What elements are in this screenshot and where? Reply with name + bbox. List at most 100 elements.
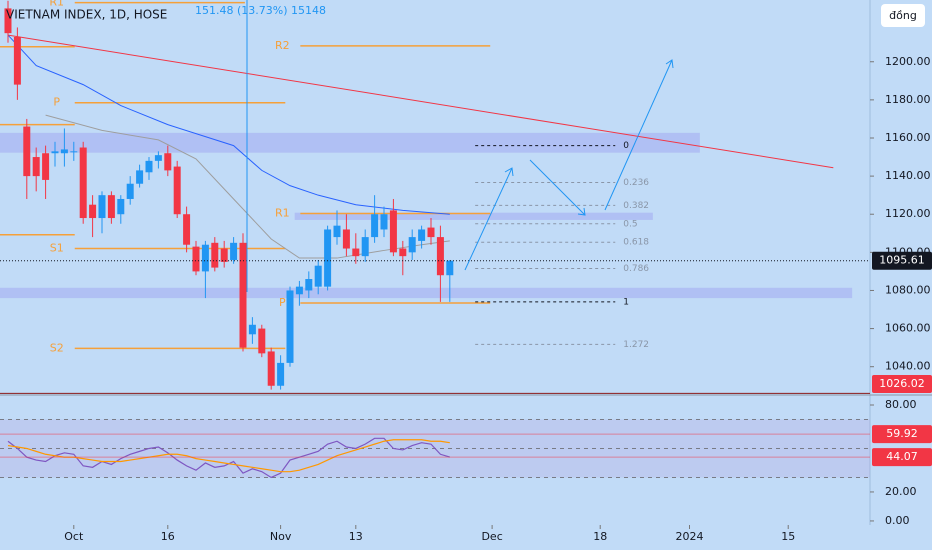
candle-body <box>13 36 21 85</box>
x-tick-label: 18 <box>593 530 607 543</box>
fib-label: 1.272 <box>623 340 649 350</box>
candle-body <box>286 290 294 363</box>
fib-label: 0.786 <box>623 264 649 274</box>
candle-body <box>70 151 78 153</box>
x-tick-label: 2024 <box>676 530 704 543</box>
y-tick-label: 1060.00 <box>885 322 931 335</box>
candle-body <box>239 242 247 348</box>
candle-body <box>136 170 144 184</box>
candle-body <box>427 227 435 238</box>
pivot-label: S2 <box>50 341 64 354</box>
candle-body <box>107 195 115 219</box>
candle-body <box>230 242 238 260</box>
candle-body <box>79 147 87 219</box>
candle-body <box>305 279 313 291</box>
zone <box>294 212 653 220</box>
candle-body <box>220 248 228 262</box>
trendline <box>7 34 834 169</box>
x-tick-label: Nov <box>270 530 292 543</box>
candle-body <box>380 214 388 230</box>
y-tick-label: 20.00 <box>885 485 917 498</box>
zone <box>0 287 853 299</box>
candle-body <box>248 324 256 335</box>
candle-body <box>333 225 341 238</box>
candle-body <box>23 126 31 177</box>
candle-body <box>32 157 40 177</box>
candle-body <box>154 155 162 161</box>
candle-body <box>324 229 332 287</box>
candle-body <box>436 237 444 276</box>
low-tag <box>872 375 932 393</box>
candle-body <box>117 198 125 215</box>
candle-body <box>258 328 266 354</box>
candle-body <box>42 153 50 180</box>
candle-body <box>389 210 397 253</box>
candle-body <box>4 8 12 34</box>
pivot-label: R2 <box>275 39 290 52</box>
rsi-tag <box>872 448 932 467</box>
candle-body <box>371 214 379 238</box>
projection-arrows <box>464 59 674 271</box>
y-tick-label: 1040.00 <box>885 360 931 373</box>
currency-button-label[interactable]: đồng <box>889 9 917 22</box>
candle-body <box>60 149 68 154</box>
candle-body <box>295 286 303 295</box>
pivot-label: S1 <box>50 242 64 255</box>
fib-label: 0.618 <box>623 238 649 248</box>
fib-label: 0.5 <box>623 219 637 229</box>
currency-button[interactable] <box>881 4 925 27</box>
rsi-tag-label: 59.92 <box>886 427 918 440</box>
pivot-label: R1 <box>49 0 64 9</box>
price-tag <box>872 251 932 270</box>
low-tag-label: 1026.02 <box>879 377 925 390</box>
candle-body <box>173 166 181 215</box>
y-tick-label: 1080.00 <box>885 283 931 296</box>
fib-label: 1 <box>623 297 629 307</box>
moving-average <box>7 34 450 215</box>
candle-body <box>267 351 275 386</box>
y-tick-label: 0.00 <box>885 514 910 527</box>
y-tick-label: 1140.00 <box>885 169 931 182</box>
fib-label: 0.236 <box>623 178 649 188</box>
candle-body <box>277 362 285 386</box>
fib-label: 0.382 <box>623 201 649 211</box>
y-tick-label: 1120.00 <box>885 207 931 220</box>
x-tick-label: Dec <box>481 530 502 543</box>
candle-body <box>126 183 134 199</box>
candle-body <box>192 246 200 272</box>
chart-title: VIETNAM INDEX, 1D, HOSE <box>6 8 167 22</box>
candle-body <box>418 229 426 241</box>
candle-body <box>361 237 369 257</box>
candle-body <box>145 160 153 173</box>
candle-body <box>314 265 322 287</box>
pivot-label: P <box>53 96 60 109</box>
x-tick-label: 13 <box>349 530 363 543</box>
candle-body <box>98 195 106 219</box>
x-tick-label: 16 <box>161 530 175 543</box>
candle-body <box>201 244 209 272</box>
candle-body <box>399 248 407 257</box>
rsi-line <box>7 439 450 473</box>
y-tick-label: 1200.00 <box>885 55 931 68</box>
candle-body <box>342 229 350 249</box>
candle-body <box>352 248 360 257</box>
zone <box>0 132 700 153</box>
y-tick-label: 80.00 <box>885 398 917 411</box>
candle-body <box>408 237 416 253</box>
fib-label: 0 <box>623 141 629 151</box>
candle-body <box>211 242 219 268</box>
pivot-label: R1 <box>275 206 290 219</box>
candle-body <box>89 204 97 219</box>
candle-body <box>164 153 172 171</box>
x-tick-label: 15 <box>781 530 795 543</box>
x-tick-label: Oct <box>64 530 84 543</box>
price-tag-label: 1095.61 <box>879 254 925 267</box>
rsi-tag-label: 44.07 <box>886 450 918 463</box>
rsi-tag <box>872 425 932 444</box>
candle-body <box>446 260 454 276</box>
candle-body <box>51 151 59 154</box>
measure-label: 151.48 (13.73%) 15148 <box>195 4 326 17</box>
y-tick-label: 1180.00 <box>885 93 931 106</box>
pivot-label: P <box>279 296 286 309</box>
